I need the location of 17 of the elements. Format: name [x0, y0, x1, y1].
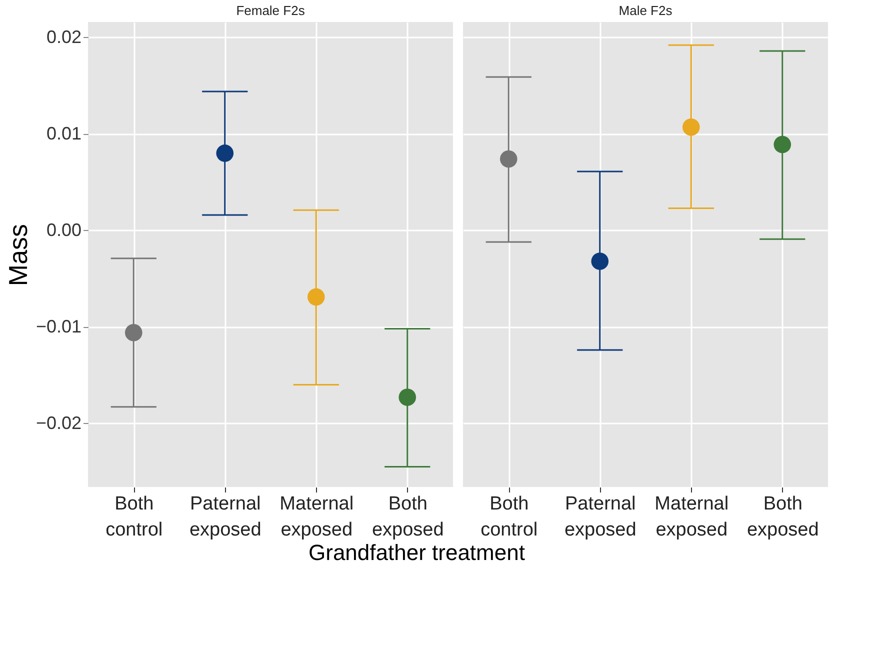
y-axis-title: Mass [2, 224, 33, 286]
y-tick-label: 0.01 [46, 123, 82, 144]
x-tick-label: Maternal exposed [280, 494, 354, 540]
x-tick-label: Both control [106, 494, 163, 540]
y-tick-label: 0.00 [46, 220, 82, 240]
chart-title: Male F2s [618, 3, 673, 18]
x-tick-label: Paternal exposed [564, 494, 636, 540]
x-axis-title: Grandfather treatment [308, 540, 525, 565]
x-tick-label: Paternal exposed [189, 494, 262, 540]
y-tick-label: −0.01 [36, 316, 82, 336]
x-tick-label: Both control [480, 494, 538, 540]
chart-title: Female F2s [236, 3, 306, 18]
x-tick-label: Both exposed [372, 494, 444, 540]
y-tick-label: 0.02 [46, 26, 82, 47]
y-tick-label: −0.02 [36, 412, 82, 433]
x-tick-label: Both exposed [746, 494, 819, 540]
x-tick-label: Maternal exposed [654, 494, 729, 540]
